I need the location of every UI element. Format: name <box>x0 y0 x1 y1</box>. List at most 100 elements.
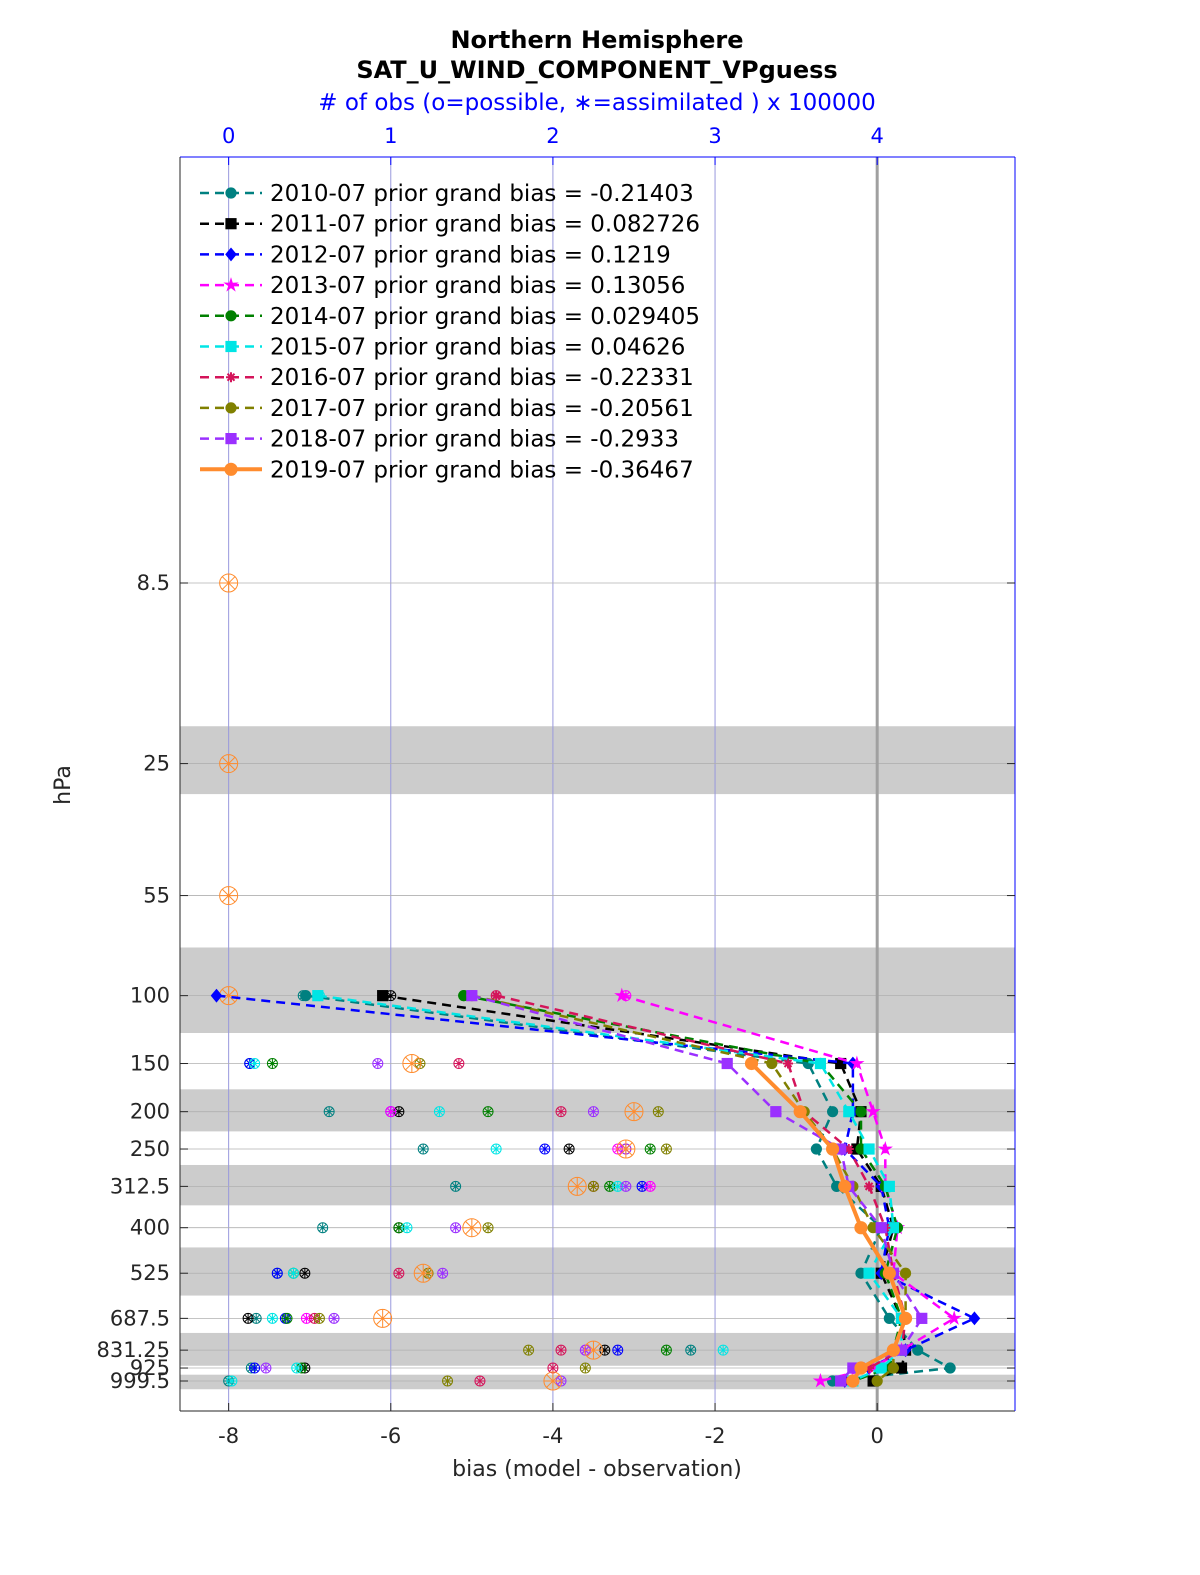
y-tick-label: 100 <box>130 984 170 1008</box>
series-point <box>854 1221 868 1235</box>
obs-count-markers <box>219 573 729 1391</box>
obs-assimilated-marker <box>564 1144 575 1155</box>
series-point <box>843 1144 854 1155</box>
series-point <box>826 1106 839 1118</box>
obs-assimilated-marker <box>491 1144 502 1155</box>
series-point <box>855 1106 867 1118</box>
series-point <box>491 990 502 1001</box>
series-point <box>838 1179 852 1193</box>
y-tick-label: 25 <box>143 752 170 776</box>
series-point <box>810 1143 822 1155</box>
obs-assimilated-marker <box>523 1345 534 1356</box>
series-line <box>317 994 903 1383</box>
series-point <box>886 1343 900 1357</box>
y-tick-label: 999.5 <box>110 1369 170 1393</box>
top-tick-label: 3 <box>708 124 721 148</box>
y-tick-label: 925 <box>130 1356 170 1380</box>
legend-entry: 2015-07 prior grand bias = 0.04626 <box>270 335 685 361</box>
obs-assimilated-marker <box>249 1058 260 1069</box>
obs-assimilated-marker <box>645 1144 656 1155</box>
y-tick-label: 312.5 <box>110 1174 170 1198</box>
legend-marker <box>226 372 236 383</box>
obs-assimilated-marker <box>373 1309 392 1328</box>
shaded-band <box>180 1089 1015 1132</box>
x-axis-label: bias (model - observation) <box>452 1457 742 1482</box>
obs-assimilated-marker <box>301 1313 312 1324</box>
obs-assimilated-marker <box>226 1376 237 1386</box>
series-point <box>300 990 312 1002</box>
series-point <box>968 1311 981 1326</box>
obs-assimilated-marker <box>219 986 238 1005</box>
legend-marker <box>225 247 237 262</box>
obs-assimilated-marker <box>453 1058 464 1069</box>
obs-assimilated-marker <box>462 1218 481 1237</box>
legend-marker <box>225 187 237 199</box>
y-tick-label: 687.5 <box>110 1306 170 1330</box>
series-point <box>887 1362 899 1374</box>
series-point <box>846 1374 860 1388</box>
series-point <box>898 1311 913 1325</box>
obs-assimilated-marker <box>288 1268 299 1279</box>
obs-assimilated-marker <box>483 1222 494 1233</box>
top-tick-label: 2 <box>546 124 559 148</box>
series-point <box>825 1142 840 1156</box>
obs-assimilated-marker <box>317 1222 328 1233</box>
obs-assimilated-marker <box>624 1102 643 1121</box>
legend-entry: 2013-07 prior grand bias = 0.13056 <box>270 273 685 299</box>
shaded-band <box>180 1374 1015 1390</box>
obs-assimilated-marker <box>249 1363 260 1374</box>
series-point <box>854 1361 868 1375</box>
legend-marker <box>225 340 237 353</box>
obs-assimilated-marker <box>637 1181 648 1192</box>
obs-assimilated-marker <box>442 1376 453 1386</box>
series-point <box>912 1344 924 1356</box>
series-point <box>864 1181 875 1192</box>
x-tick-label: 0 <box>870 1424 883 1448</box>
y-tick-label: 400 <box>130 1216 170 1240</box>
top-tick-label: 4 <box>870 124 883 148</box>
obs-assimilated-marker <box>393 1268 404 1279</box>
series-point <box>812 1373 828 1388</box>
obs-assimilated-marker <box>588 1181 599 1192</box>
obs-assimilated-marker <box>661 1345 672 1356</box>
obs-assimilated-marker <box>372 1058 383 1069</box>
series-point <box>871 1375 883 1387</box>
series-line <box>750 1062 908 1383</box>
obs-assimilated-marker <box>219 886 238 905</box>
series-point <box>877 1140 893 1156</box>
legend-entry: 2011-07 prior grand bias = 0.082726 <box>270 212 700 238</box>
series-point <box>744 1056 759 1071</box>
series-line <box>621 994 957 1383</box>
obs-assimilated-marker <box>474 1376 485 1386</box>
obs-assimilated-marker <box>267 1313 278 1324</box>
obs-assimilated-marker <box>620 1181 631 1192</box>
series-point <box>783 1058 794 1069</box>
title-block: Northern Hemisphere SAT_U_WIND_COMPONENT… <box>318 26 876 116</box>
obs-assimilated-marker <box>282 1313 293 1324</box>
series-point <box>835 1375 847 1387</box>
obs-assimilated-marker <box>393 1106 404 1117</box>
y-tick-label: 150 <box>130 1052 170 1076</box>
obs-assimilated-marker <box>434 1106 445 1117</box>
legend-entry: 2016-07 prior grand bias = -0.22331 <box>270 365 694 391</box>
series-point <box>899 1267 912 1279</box>
series-line <box>382 994 907 1383</box>
obs-assimilated-marker <box>588 1106 599 1117</box>
obs-assimilated-marker <box>329 1313 340 1324</box>
obs-assimilated-marker <box>219 754 238 773</box>
obs-assimilated-marker <box>251 1313 262 1324</box>
top-tick-label: 1 <box>384 124 397 148</box>
series-point <box>883 1180 895 1192</box>
series-point <box>864 1363 875 1374</box>
y-tick-label: 8.5 <box>137 571 170 595</box>
obs-assimilated-marker <box>556 1106 567 1117</box>
legend-marker <box>225 402 237 414</box>
series-point <box>766 1057 778 1070</box>
legend-entry: 2018-07 prior grand bias = -0.2933 <box>270 427 679 453</box>
obs-assimilated-marker <box>385 1106 396 1117</box>
series-lines <box>210 987 981 1388</box>
y-tick-label: 250 <box>130 1137 170 1161</box>
legend: 2010-07 prior grand bias = -0.21403 2011-… <box>200 181 700 483</box>
obs-assimilated-marker <box>437 1268 448 1279</box>
shaded-band <box>180 726 1015 795</box>
